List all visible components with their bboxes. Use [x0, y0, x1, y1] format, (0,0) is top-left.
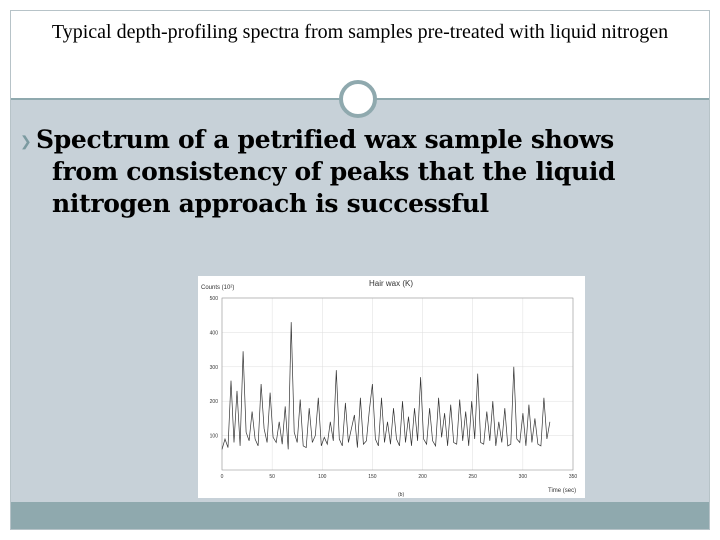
chart-ticks: 100 200 300 400 500 0 50 100 150 200 250 300 350 [210, 296, 578, 480]
x-tick-label: 100 [318, 474, 327, 480]
slide-title: Typical depth-profiling spectra from sam… [51, 21, 669, 43]
ring-center [347, 88, 369, 110]
x-tick-label: 150 [368, 474, 377, 480]
bullet-line-3: nitrogen approach is successful [52, 189, 489, 218]
chart-series [221, 322, 551, 450]
divider-ring-icon [339, 80, 377, 118]
x-tick-label: 250 [469, 474, 478, 480]
slide-frame [10, 10, 710, 530]
chart-grid [221, 297, 574, 470]
bullet-arrow-icon: ❯ [20, 135, 32, 150]
y-tick-label: 100 [210, 434, 219, 440]
x-axis-label: Time (sec) [548, 488, 576, 494]
bullet-paragraph: Spectrum of a petrified wax sample shows… [36, 124, 676, 220]
slide-footer-bar [11, 502, 709, 529]
x-tick-label: 300 [519, 474, 528, 480]
spectrum-series-line [221, 322, 551, 450]
x-tick-label: 350 [569, 474, 578, 480]
spectrum-chart-svg: Hair wax (K) Counts (10²) Time (sec) (b)… [201, 279, 578, 498]
y-tick-label: 400 [210, 330, 219, 336]
y-axis-label: Counts (10²) [201, 285, 234, 291]
y-tick-label: 200 [210, 399, 219, 405]
plot-area [221, 297, 574, 471]
x-tick-label: 200 [418, 474, 427, 480]
bullet-line-1: Spectrum of a petrified wax sample shows [36, 125, 614, 154]
x-tick-label: 0 [221, 474, 224, 480]
chart-title: Hair wax (K) [369, 279, 413, 288]
x-axis-note: (b) [398, 492, 404, 498]
y-tick-label: 300 [210, 365, 219, 371]
spectrum-chart: Hair wax (K) Counts (10²) Time (sec) (b)… [198, 276, 585, 498]
y-tick-label: 500 [210, 296, 219, 302]
bullet-line-2: from consistency of peaks that the liqui… [52, 157, 616, 186]
x-tick-label: 50 [269, 474, 275, 480]
